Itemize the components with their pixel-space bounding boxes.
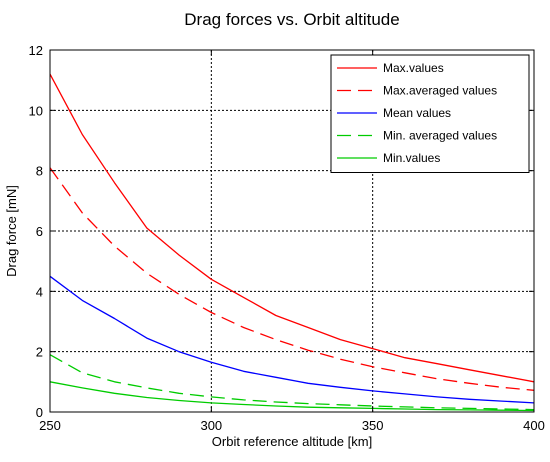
series-line [49, 381, 535, 412]
y-tick-label: 12 [29, 43, 43, 58]
series-line [49, 354, 535, 411]
legend-label: Max.averaged values [383, 84, 497, 98]
y-tick-label: 4 [36, 284, 43, 299]
chart-title: Drag forces vs. Orbit altitude [184, 10, 399, 29]
x-tick-label: 400 [523, 418, 545, 433]
y-tick-label: 0 [36, 405, 43, 420]
x-tick-label: 250 [39, 418, 61, 433]
legend-label: Min. averaged values [383, 129, 497, 143]
series-line [49, 167, 535, 391]
x-tick-label: 300 [200, 418, 222, 433]
legend-label: Min.values [383, 151, 440, 165]
y-axis-label: Drag force [mN] [4, 185, 19, 277]
legend-box [330, 54, 530, 173]
y-tick-label: 2 [36, 345, 43, 360]
x-tick-label: 350 [362, 418, 384, 433]
axis-ticks: 250 300 350 400 0 2 4 6 8 10 12 [29, 43, 545, 433]
legend: Max.values Max.averaged values Mean values… [330, 54, 530, 173]
legend-label: Mean values [383, 106, 451, 120]
y-tick-label: 10 [29, 103, 43, 118]
series-line [49, 275, 535, 404]
x-axis-label: Orbit reference altitude [km] [212, 434, 372, 449]
series-lines [49, 73, 535, 412]
y-tick-label: 8 [36, 164, 43, 179]
legend-label: Max.values [383, 61, 444, 75]
series-line [49, 73, 535, 383]
y-tick-label: 6 [36, 224, 43, 239]
